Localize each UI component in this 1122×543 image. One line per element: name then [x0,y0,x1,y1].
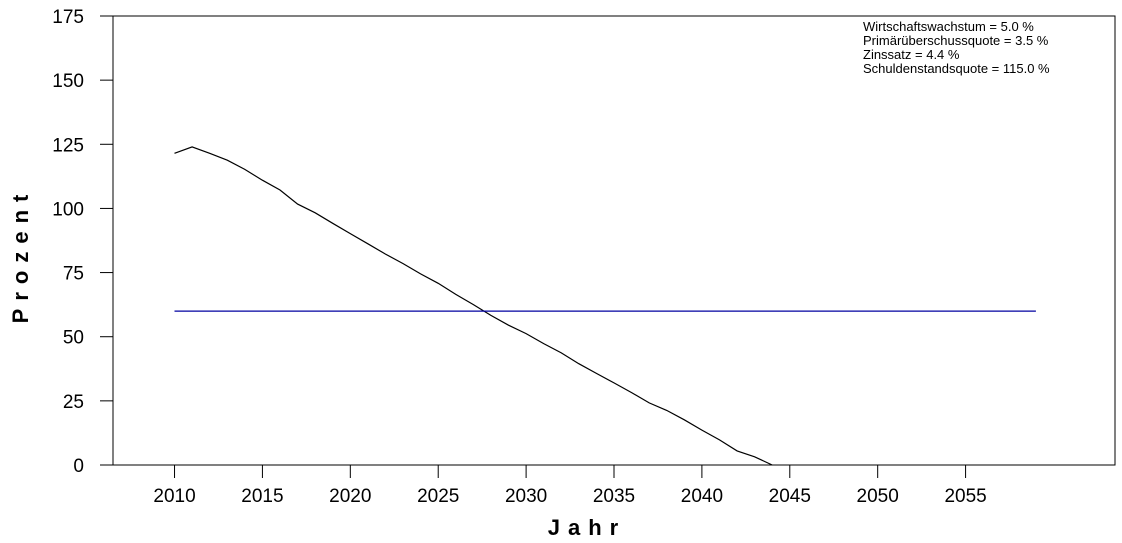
y-tick-label: 150 [52,71,84,92]
x-tick-label: 2045 [769,486,811,507]
x-tick-label: 2020 [329,486,371,507]
x-tick-label: 2050 [857,486,899,507]
y-tick-label: 175 [52,7,84,28]
x-tick-label: 2010 [153,486,195,507]
x-axis-title: Jahr [548,515,626,540]
y-tick-label: 100 [52,199,84,220]
annotation-line: Wirtschaftswachstum = 5.0 % [863,19,1034,34]
y-axis: 0 25 50 75 100 125 150 175 [52,7,113,477]
x-tick-label: 2040 [681,486,723,507]
y-tick-label: 50 [63,328,84,349]
x-tick-label: 2035 [593,486,635,507]
annotation-line: Schuldenstandsquote = 115.0 % [863,61,1050,76]
plot-frame [112,15,1116,466]
x-axis: 2010 2015 2020 2025 2030 2035 2040 2045 2050 2055 [153,465,987,507]
x-tick-label: 2030 [505,486,547,507]
y-tick-label: 25 [63,392,84,413]
y-tick-label: 75 [63,264,84,285]
annotation-line: Primärüberschussquote = 3.5 % [863,33,1049,48]
debt-ratio-line [174,146,773,466]
y-axis-title: Prozent [8,187,33,324]
annotation-line: Zinssatz = 4.4 % [863,47,960,62]
y-tick-label: 125 [52,135,84,156]
y-tick-label: 0 [73,456,84,477]
x-tick-label: 2025 [417,486,459,507]
x-tick-label: 2015 [241,486,283,507]
parameter-annotations: Wirtschaftswachstum = 5.0 %Primärübersch… [863,19,1050,76]
series-layer [174,146,1036,466]
x-tick-label: 2055 [944,486,986,507]
